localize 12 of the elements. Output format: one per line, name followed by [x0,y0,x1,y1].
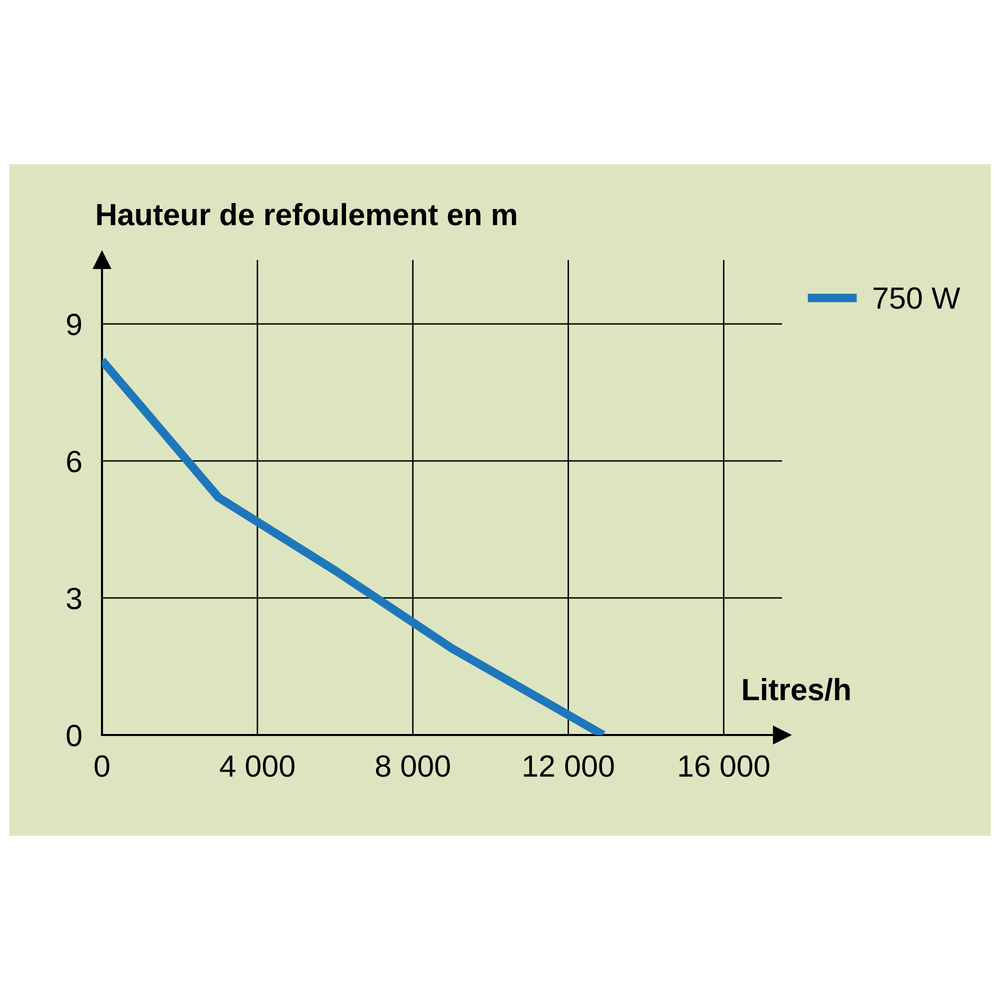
x-tick-label: 12 000 [524,755,614,777]
x-axis-title: Litres/h [743,678,850,701]
x-tick-label: 0 [94,755,110,777]
y-tick-label: 3 [66,588,82,610]
x-tick-label: 4 000 [220,755,294,777]
y-tick-label: 9 [66,314,82,336]
x-tick-label: 8 000 [376,755,450,777]
y-tick-label: 0 [66,724,82,746]
legend-label: 750 W [874,287,960,309]
y-axis-title: Hauteur de refoulement en m [97,203,516,226]
y-tick-label: 6 [67,450,82,472]
x-tick-label: 16 000 [679,755,770,777]
